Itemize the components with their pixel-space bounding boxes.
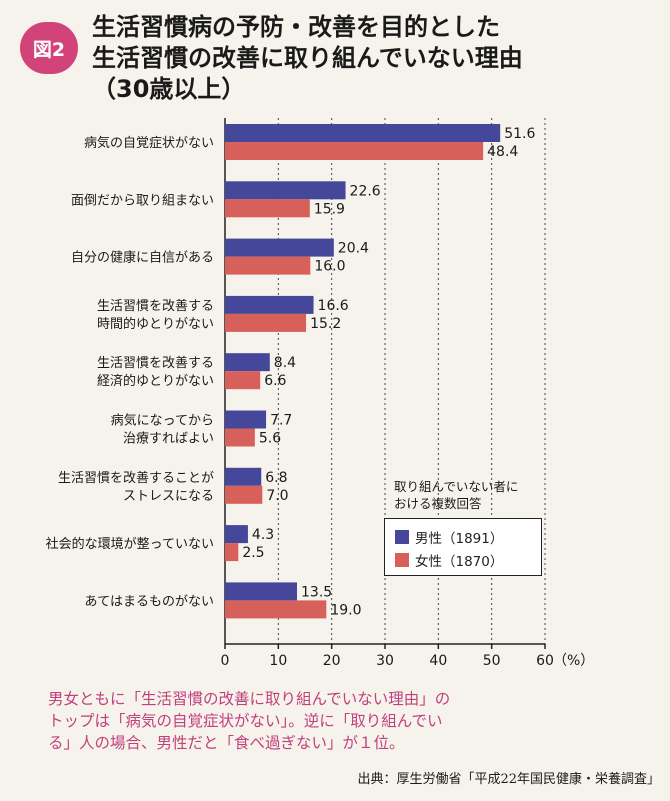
legend: 男性（1891） 女性（1870） [384, 518, 542, 576]
legend-swatch-female [395, 552, 409, 567]
bar-male [225, 238, 334, 257]
value-label-male: 8.4 [274, 355, 296, 371]
title-line-2: 生活習慣の改善に取り組んでいない理由 [92, 44, 523, 72]
value-label-male: 16.6 [318, 298, 349, 314]
value-label-female: 7.0 [266, 488, 288, 504]
category-label: ストレスになる [123, 489, 214, 504]
value-label-male: 51.6 [504, 126, 535, 142]
value-label-male: 4.3 [252, 527, 274, 543]
caption: 男女ともに「生活習慣の改善に取り組んでいない理由」の トップは「病気の自覚症状が… [48, 688, 648, 754]
bar-male [225, 124, 501, 142]
category-label: あてはまるものがない [85, 594, 214, 609]
bar-male [225, 295, 314, 314]
value-label-female: 16.0 [314, 259, 345, 275]
category-label: 治療すればよい [123, 432, 214, 447]
value-label-male: 13.5 [301, 584, 332, 600]
bar-female [225, 199, 310, 218]
bar-female [225, 543, 239, 562]
x-tick-label: 40 [429, 653, 447, 669]
category-label: 面倒だから取り組まない [71, 193, 214, 208]
caption-line-2: トップは「病気の自覚症状がない」。逆に「取り組んでい [48, 712, 443, 730]
category-label: 時間的ゆとりがない [97, 316, 214, 332]
legend-item-female: 女性（1870） [395, 548, 531, 571]
bar-female [225, 600, 327, 619]
x-tick-label: 60 [536, 653, 554, 669]
x-tick-label: 50 [483, 653, 501, 669]
x-axis-unit: （%） [553, 653, 594, 669]
bar-male [225, 467, 262, 486]
chart-title: 生活習慣病の予防・改善を目的とした 生活習慣の改善に取り組んでいない理由 （30… [92, 12, 662, 105]
category-label: 自分の健康に自信がある [71, 250, 214, 266]
category-label: 経済的ゆとりがない [97, 373, 214, 389]
x-tick-label: 30 [376, 653, 394, 669]
legend-label-female: 女性（1870） [415, 553, 504, 570]
legend-note-line-2: おける複数回答 [394, 496, 482, 511]
bar-male [225, 353, 270, 372]
bar-female [225, 428, 255, 447]
legend-note-line-1: 取り組んでいない者に [394, 479, 519, 494]
value-label-male: 7.7 [270, 413, 292, 429]
bar-female [225, 142, 484, 160]
title-line-3: （30歳以上） [92, 75, 246, 103]
bar-male [225, 525, 248, 544]
category-label: 病気の自覚症状がない [84, 135, 214, 151]
value-label-female: 15.9 [314, 201, 345, 217]
value-label-male: 22.6 [350, 183, 381, 199]
x-tick-label: 0 [221, 653, 230, 669]
category-label: 生活習慣を改善する [97, 355, 214, 371]
legend-item-male: 男性（1891） [395, 525, 531, 548]
caption-line-3: る」人の場合、男性だと「食べ過ぎない」が１位。 [48, 734, 405, 752]
legend-swatch-male [395, 529, 409, 544]
x-tick-label: 10 [269, 653, 287, 669]
bar-female [225, 371, 261, 390]
category-label: 生活習慣を改善することが [58, 470, 214, 486]
figure-badge: 図2 [20, 22, 78, 74]
legend-note: 取り組んでいない者に おける複数回答 [394, 478, 574, 512]
bar-male [225, 410, 267, 429]
source-note: 出典：厚生労働省「平成22年国民健康・栄養調査」 [357, 772, 660, 787]
title-line-1: 生活習慣病の予防・改善を目的とした [92, 13, 500, 41]
category-label: 社会的な環境が整っていない [46, 536, 214, 552]
value-label-female: 5.6 [259, 431, 281, 447]
value-label-female: 6.6 [264, 373, 286, 389]
bar-male [225, 582, 297, 601]
bar-female [225, 485, 263, 504]
bar-female [225, 256, 311, 275]
value-label-male: 6.8 [265, 470, 287, 486]
caption-line-1: 男女ともに「生活習慣の改善に取り組んでいない理由」の [48, 690, 451, 708]
bar-male [225, 181, 346, 200]
value-label-female: 2.5 [242, 545, 264, 561]
legend-label-male: 男性（1891） [415, 530, 504, 547]
value-label-female: 19.0 [330, 602, 361, 618]
value-label-male: 20.4 [338, 241, 369, 257]
x-tick-label: 20 [323, 653, 341, 669]
bar-female [225, 313, 307, 332]
category-label: 生活習慣を改善する [97, 298, 214, 314]
value-label-female: 15.2 [310, 316, 341, 332]
value-label-female: 48.4 [487, 144, 518, 160]
category-label: 病気になってから [111, 413, 214, 429]
